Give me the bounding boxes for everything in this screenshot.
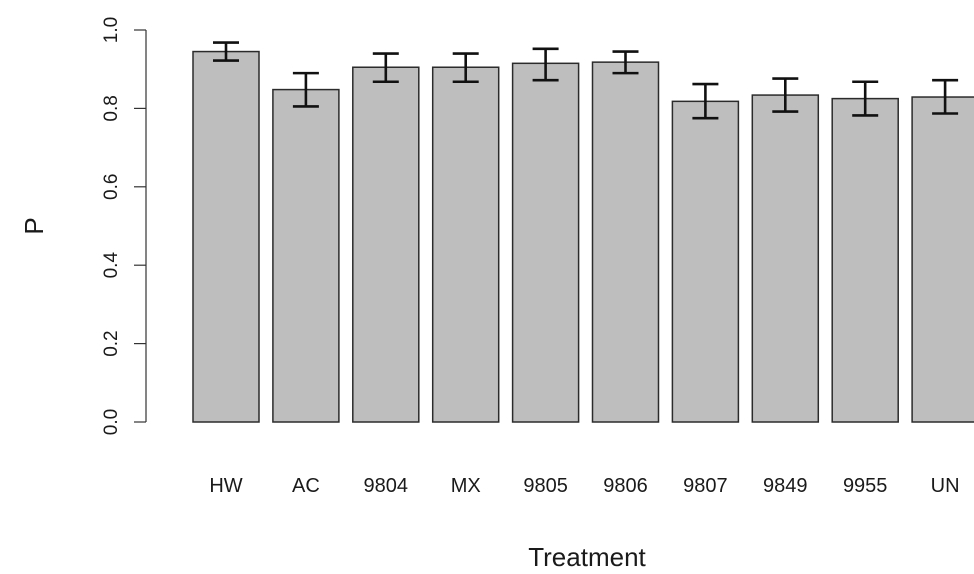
y-tick-label: 0.0 xyxy=(101,409,122,435)
bar-un xyxy=(911,96,974,423)
error-bar-9805 xyxy=(532,47,559,82)
x-tick-label: HW xyxy=(209,475,242,497)
bar-mx xyxy=(431,66,500,423)
error-bars xyxy=(213,41,959,120)
bar-9807 xyxy=(671,100,740,423)
bar-9804 xyxy=(352,66,420,423)
y-tick-label: 1.0 xyxy=(101,17,122,43)
bar-9805 xyxy=(511,62,580,423)
error-bar-9807 xyxy=(692,82,719,120)
x-tick-label: 9955 xyxy=(843,475,888,497)
x-tick-label: 9804 xyxy=(364,475,409,497)
x-tick-label: 9806 xyxy=(603,475,648,497)
error-bar-mx xyxy=(452,52,479,84)
error-bar-9849 xyxy=(772,77,799,113)
error-bar-hw xyxy=(213,41,239,62)
y-tick-label: 0.8 xyxy=(101,95,122,121)
bar-9955 xyxy=(831,97,899,423)
y-axis-title: P xyxy=(19,217,49,234)
bars xyxy=(192,50,974,423)
x-tick-label: 9807 xyxy=(683,475,728,497)
x-axis-title: Treatment xyxy=(528,542,646,572)
bar-9806 xyxy=(591,61,660,423)
bar-ac xyxy=(272,88,340,423)
x-tick-label: 9849 xyxy=(763,475,808,497)
y-tick-label: 0.4 xyxy=(101,252,122,279)
x-axis-tick-labels: HW AC 9804 MX 9805 9806 9807 9849 9955 UN xyxy=(209,475,959,497)
x-tick-label: AC xyxy=(292,475,320,497)
bar-9849 xyxy=(751,94,820,423)
y-axis: 0.0 0.2 0.4 0.6 0.8 1.0 xyxy=(101,17,147,435)
error-bar-ac xyxy=(292,71,319,108)
y-tick-label: 0.6 xyxy=(101,174,122,200)
y-tick-label: 0.2 xyxy=(101,330,122,356)
x-tick-label: 9805 xyxy=(523,475,568,497)
error-bar-9955 xyxy=(852,80,879,117)
x-tick-label: UN xyxy=(931,475,960,497)
bar-hw xyxy=(192,50,260,423)
x-tick-label: MX xyxy=(451,475,481,497)
error-bar-9804 xyxy=(372,52,399,84)
error-bar-un xyxy=(932,78,959,115)
error-bar-9806 xyxy=(612,50,639,75)
